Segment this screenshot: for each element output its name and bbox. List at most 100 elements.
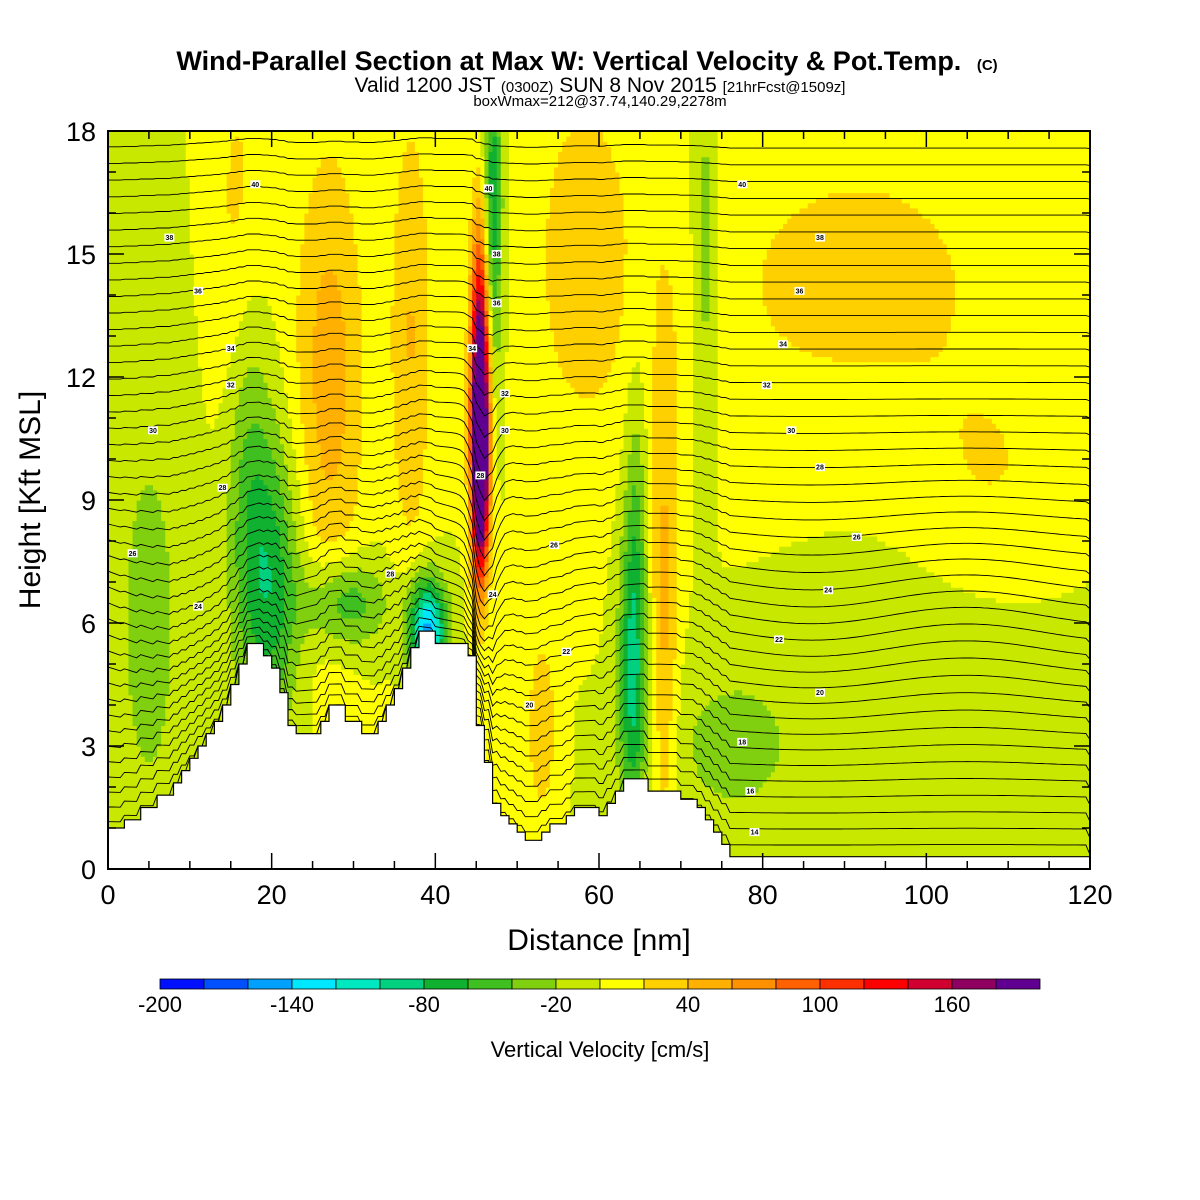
heatmap-cell [124,613,129,619]
heatmap-cell [116,485,121,491]
heatmap-cell [214,521,219,527]
heatmap-cell [157,198,162,204]
heatmap-cell [206,326,211,332]
heatmap-cell [124,203,129,209]
heatmap-cell [141,551,146,557]
heatmap-cell [206,239,211,245]
heatmap-cell [165,485,170,491]
heatmap-cell [186,341,191,347]
heatmap-cell [120,808,125,814]
heatmap-cell [206,577,211,583]
heatmap-cell [173,213,178,219]
heatmap-cell [112,792,117,798]
heatmap-cell [202,469,207,475]
heatmap-cell [214,444,219,450]
heatmap-cell [173,597,178,603]
heatmap-cell [186,490,191,496]
heatmap-cell [194,316,199,322]
heatmap-cell [112,433,117,439]
heatmap-cell [137,157,142,163]
heatmap-cell [116,208,121,214]
heatmap-cell [116,346,121,352]
heatmap-cell [141,485,146,491]
heatmap-cell [141,234,146,240]
heatmap-cell [198,392,203,398]
heatmap-cell [157,403,162,409]
heatmap-cell [182,449,187,455]
heatmap-cell [161,428,166,434]
heatmap-cell [149,551,154,557]
heatmap-cell [153,239,158,245]
heatmap-cell [194,280,199,286]
heatmap-cell [165,290,170,296]
heatmap-cell [145,505,150,511]
heatmap-cell [182,213,187,219]
heatmap-cell [173,582,178,588]
heatmap-cell [120,577,125,583]
heatmap-cell [116,336,121,342]
heatmap-cell [145,572,150,578]
heatmap-cell [116,767,121,773]
heatmap-cell [112,285,117,291]
heatmap-cell [206,480,211,486]
heatmap-cell [149,541,154,547]
heatmap-cell [161,449,166,455]
heatmap-cell [137,362,142,368]
heatmap-cell [120,382,125,388]
heatmap-cell [112,767,117,773]
heatmap-cell [116,464,121,470]
heatmap-cell [206,290,211,296]
heatmap-cell [149,618,154,624]
heatmap-cell [153,603,158,609]
heatmap-cell [182,295,187,301]
heatmap-cell [169,500,174,506]
heatmap-cell [169,193,174,199]
heatmap-cell [178,162,183,168]
heatmap-cell [137,644,142,650]
heatmap-cell [116,551,121,557]
heatmap-cell [202,577,207,583]
heatmap-cell [112,654,117,660]
heatmap-cell [182,536,187,542]
heatmap-cell [169,162,174,168]
heatmap-cell [165,541,170,547]
heatmap-cell [153,521,158,527]
heatmap-cell [120,659,125,665]
heatmap-cell [194,182,199,188]
heatmap-cell [128,203,133,209]
heatmap-cell [149,777,154,783]
heatmap-cell [128,679,133,685]
heatmap-cell [128,285,133,291]
heatmap-cell [165,398,170,404]
heatmap-cell [173,372,178,378]
heatmap-cell [133,428,138,434]
heatmap-cell [141,541,146,547]
heatmap-cell [198,162,203,168]
heatmap-cell [214,500,219,506]
heatmap-cell [190,203,195,209]
heatmap-cell [182,377,187,383]
heatmap-cell [153,644,158,650]
heatmap-cell [165,510,170,516]
heatmap-cell [190,469,195,475]
heatmap-cell [124,305,129,311]
heatmap-cell [133,157,138,163]
heatmap-cell [124,269,129,275]
heatmap-cell [149,731,154,737]
heatmap-cell [198,182,203,188]
heatmap-cell [210,157,215,163]
heatmap-cell [206,572,211,578]
heatmap-cell [124,244,129,250]
heatmap-cell [124,674,129,680]
heatmap-cell [141,316,146,322]
heatmap-cell [165,459,170,465]
heatmap-cell [133,203,138,209]
heatmap-cell [210,433,215,439]
heatmap-cell [202,182,207,188]
heatmap-cell [165,690,170,696]
heatmap-cell [120,454,125,460]
heatmap-cell [214,331,219,337]
heatmap-cell [124,198,129,204]
heatmap-cell [206,536,211,542]
heatmap-cell [182,321,187,327]
